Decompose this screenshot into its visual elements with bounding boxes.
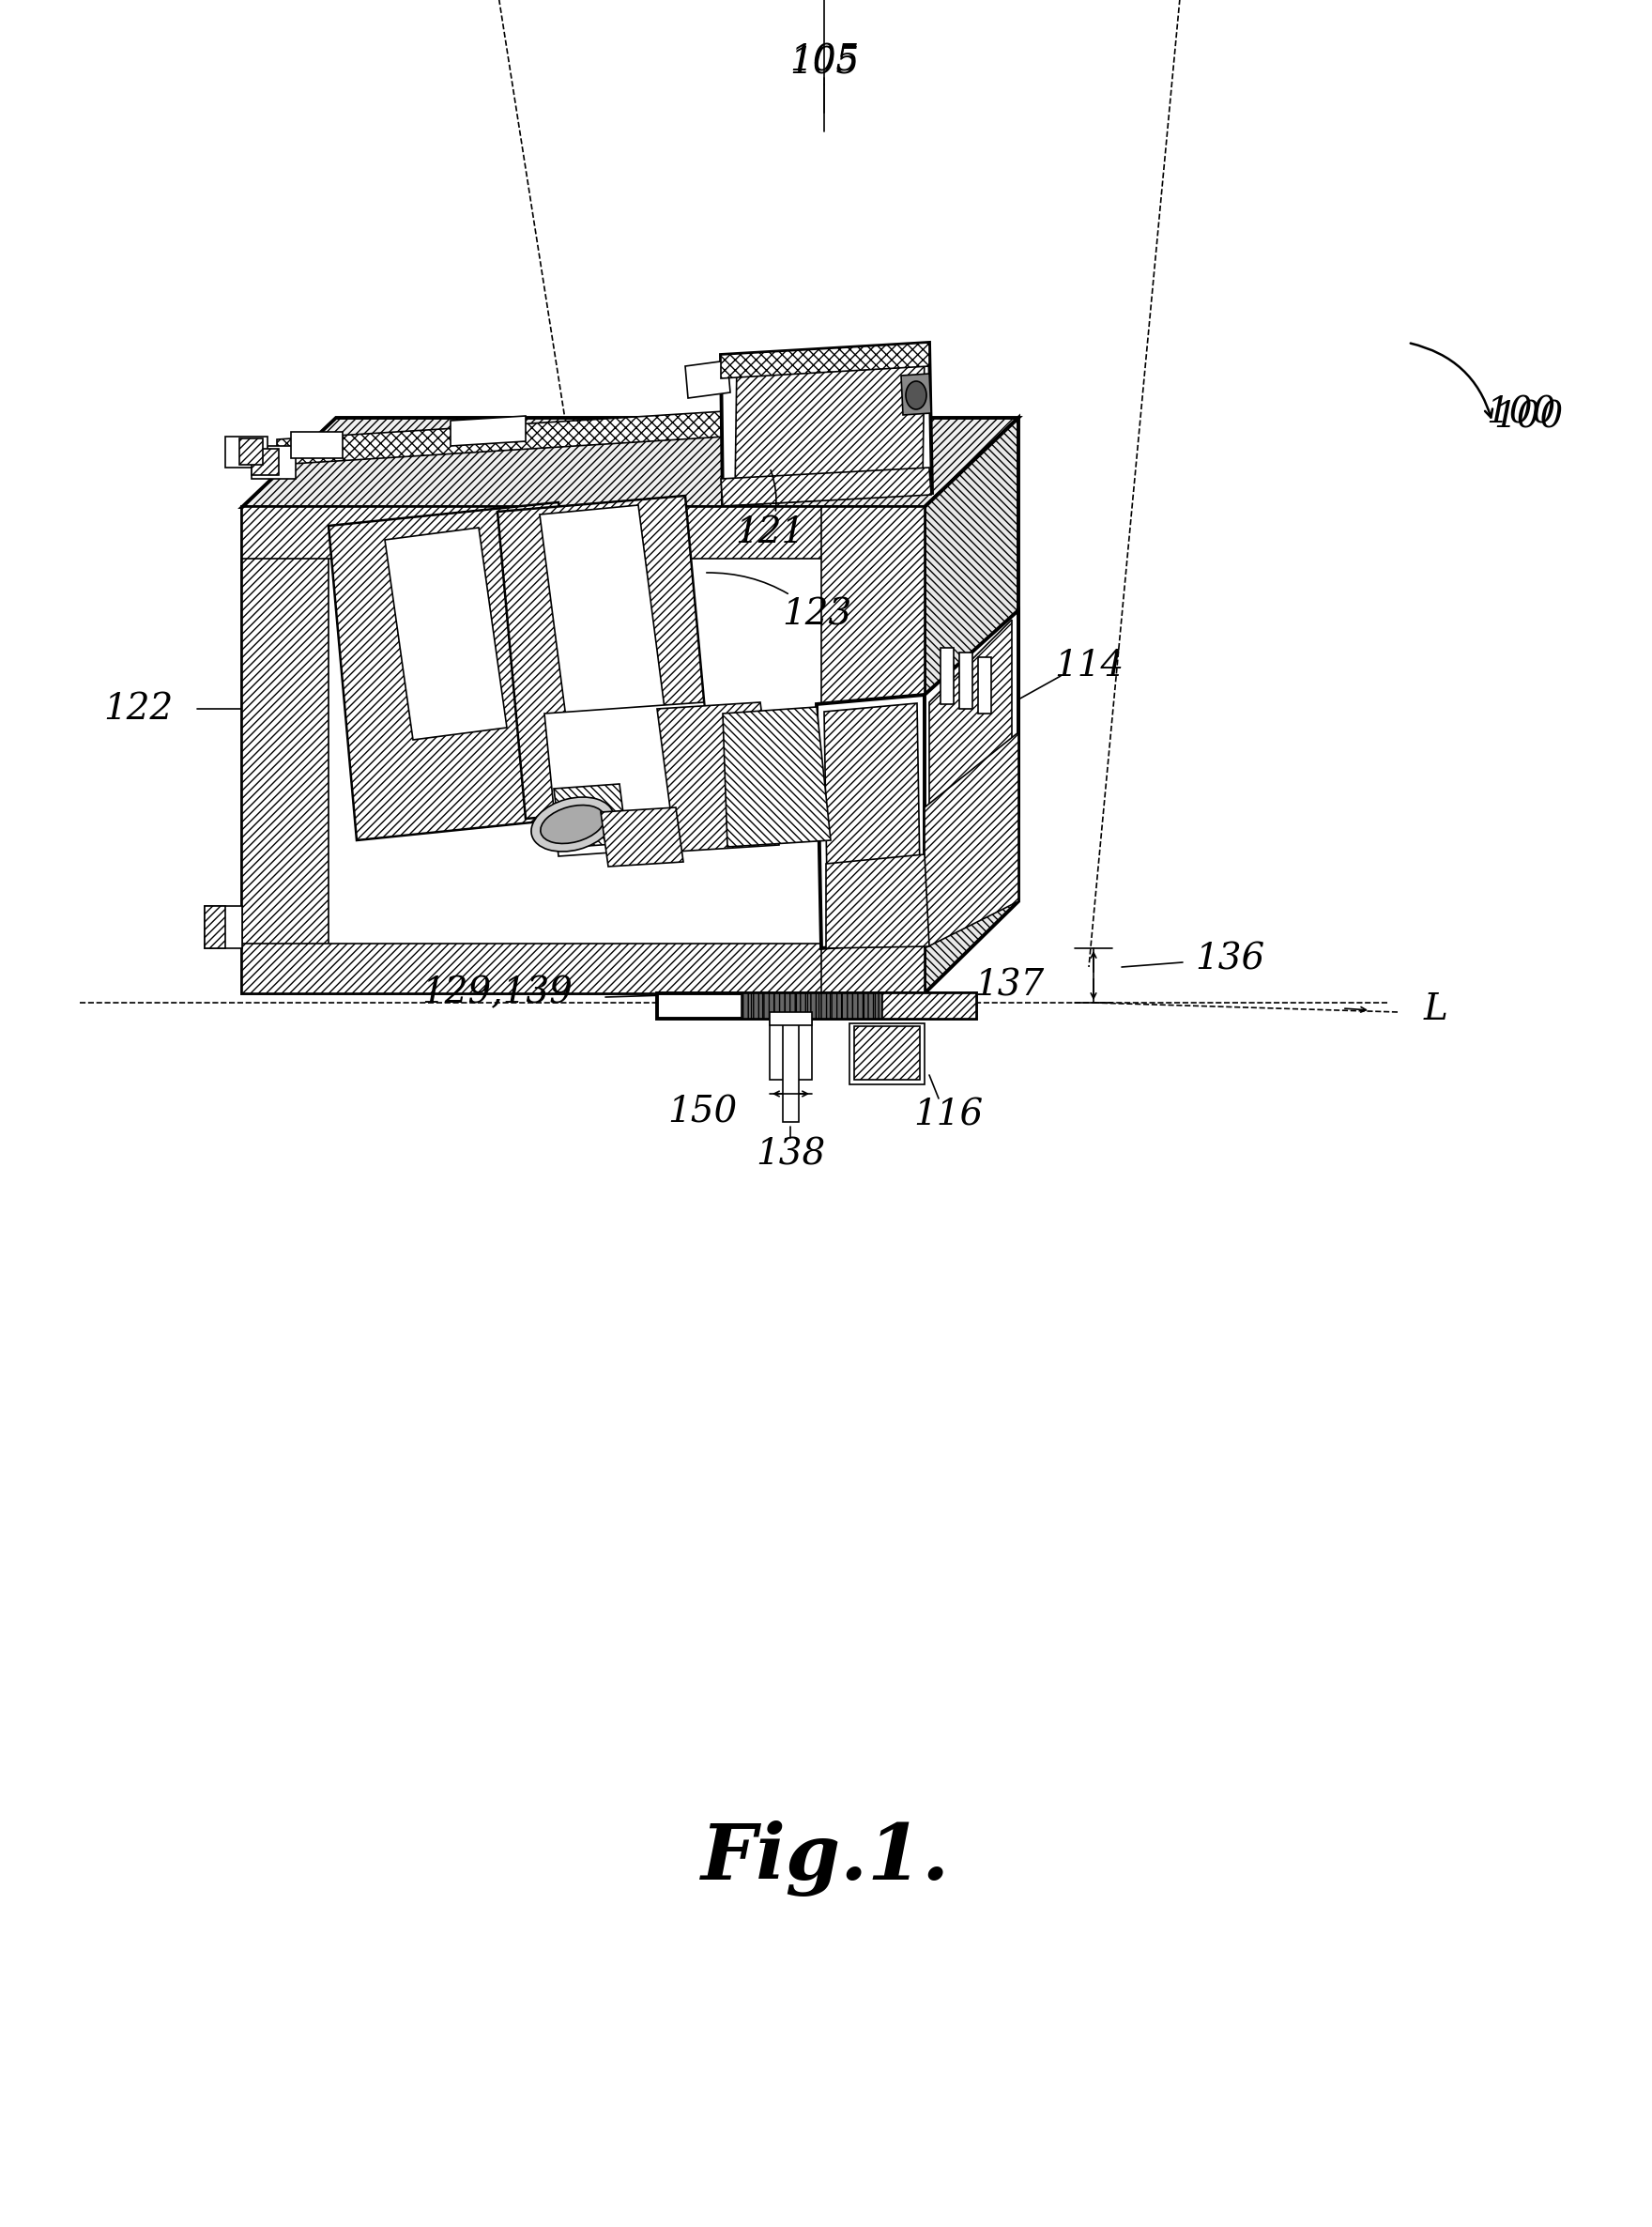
Polygon shape [385,528,507,739]
Text: 100: 100 [1493,401,1563,434]
Polygon shape [278,408,770,465]
Polygon shape [553,784,628,848]
Ellipse shape [532,797,615,851]
Ellipse shape [540,806,605,844]
Polygon shape [205,906,243,949]
Text: 150: 150 [667,1096,737,1129]
Text: 129,139: 129,139 [421,975,573,1011]
Polygon shape [925,419,1018,993]
Polygon shape [243,944,925,993]
Polygon shape [251,450,279,474]
Polygon shape [291,432,342,459]
Polygon shape [243,419,1018,508]
Polygon shape [824,704,920,938]
Text: L: L [1424,991,1449,1027]
Text: 105: 105 [790,47,859,80]
Text: 105: 105 [790,45,859,78]
Polygon shape [724,706,831,846]
Polygon shape [854,1027,920,1080]
Polygon shape [451,416,525,445]
Polygon shape [735,350,925,494]
Polygon shape [657,702,780,851]
Polygon shape [900,374,932,414]
Polygon shape [960,653,973,708]
Polygon shape [925,610,1018,902]
Text: 114: 114 [1054,650,1123,684]
Polygon shape [849,1024,925,1085]
Polygon shape [925,733,1018,949]
Polygon shape [783,1018,800,1122]
Polygon shape [826,855,928,949]
Polygon shape [720,343,932,506]
Polygon shape [205,906,225,949]
Polygon shape [243,508,925,559]
Polygon shape [601,808,684,866]
Polygon shape [225,436,268,468]
Polygon shape [742,993,882,1018]
Polygon shape [816,695,928,949]
Polygon shape [540,506,666,733]
Polygon shape [545,702,719,855]
Polygon shape [329,503,586,840]
Polygon shape [720,343,928,379]
Polygon shape [251,445,296,479]
Ellipse shape [905,381,927,410]
Text: 100: 100 [1485,396,1556,430]
Polygon shape [686,361,730,399]
Polygon shape [821,508,925,993]
Polygon shape [657,993,976,1018]
Polygon shape [243,508,925,993]
Polygon shape [978,657,991,713]
Text: 122: 122 [104,690,173,726]
Polygon shape [240,439,263,465]
Text: 138: 138 [755,1138,826,1171]
Text: 136: 136 [1194,942,1264,978]
Text: 137: 137 [975,969,1044,1002]
Polygon shape [928,619,1011,893]
Polygon shape [770,1018,811,1080]
Text: 121: 121 [735,470,805,550]
Polygon shape [497,497,714,820]
Polygon shape [243,508,329,993]
Text: Fig.1.: Fig.1. [702,1822,950,1897]
Polygon shape [940,648,953,704]
Polygon shape [770,1011,811,1024]
Polygon shape [882,993,976,1018]
Text: 116: 116 [914,1098,983,1134]
Text: 123: 123 [707,572,851,632]
Polygon shape [720,468,932,506]
